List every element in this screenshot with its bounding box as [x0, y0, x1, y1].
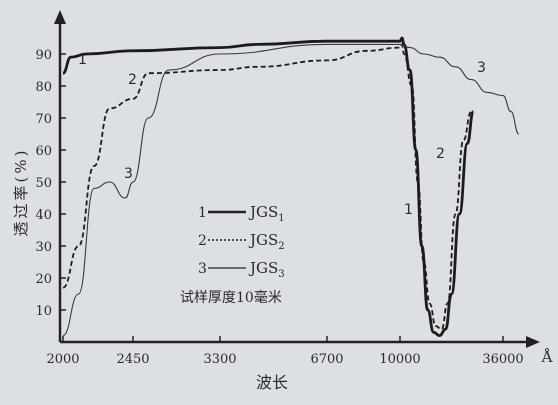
x-ticks: 2000 2450 3300 6700 10000 36000: [46, 336, 524, 367]
x-tick-label: 3300: [203, 352, 236, 367]
legend-number: 1: [198, 205, 207, 221]
y-tick-label: 40: [35, 208, 52, 223]
y-axis-arrow: [54, 10, 66, 24]
curve-label-3: 3: [124, 166, 133, 182]
legend-label: JGS2: [248, 231, 285, 252]
curve-label-2: 2: [436, 146, 445, 162]
axes: [54, 10, 540, 348]
y-tick-label: 10: [35, 304, 52, 319]
curve-label-1: 1: [78, 52, 87, 68]
y-tick-label: 80: [35, 80, 52, 95]
y-tick-label: 20: [35, 272, 52, 287]
x-axis-label: 波长: [256, 373, 288, 392]
series-line-3: [62, 43, 520, 337]
x-tick-label: 6700: [310, 352, 343, 367]
y-tick-label: 90: [35, 48, 52, 63]
x-unit-label: Å: [541, 348, 553, 366]
x-tick-label: 36000: [482, 352, 523, 367]
curve-label-1: 1: [404, 202, 413, 218]
legend-number: 2: [198, 233, 207, 249]
x-axis-arrow: [526, 336, 540, 348]
series-line-1: [62, 36, 475, 337]
series-line-2: [62, 43, 473, 331]
y-tick-label: 30: [35, 240, 52, 255]
sample-note: 试样厚度10毫米: [180, 289, 282, 306]
curve-labels: 1 1 2 2 3 3: [78, 52, 486, 218]
x-tick-label: 10000: [379, 352, 420, 367]
y-ticks: 10 20 30 40 50 60 70 80 90: [35, 48, 66, 319]
y-tick-label: 60: [35, 144, 52, 159]
curve-label-2: 2: [128, 72, 137, 88]
curve-label-3: 3: [477, 60, 486, 76]
legend-label: JGS1: [248, 203, 285, 224]
x-tick-label: 2000: [46, 352, 79, 367]
legend-subscript: 3: [278, 269, 284, 280]
legend-number: 3: [198, 261, 207, 277]
series-layer: [62, 36, 520, 337]
legend-subscript: 2: [278, 241, 284, 252]
legend-label: JGS3: [248, 259, 285, 280]
legend-subscript: 1: [278, 213, 284, 224]
x-tick-label: 2450: [116, 352, 149, 367]
y-tick-label: 50: [35, 176, 52, 191]
y-axis-label: 透过率(%): [12, 148, 30, 237]
y-tick-label: 70: [35, 112, 52, 127]
